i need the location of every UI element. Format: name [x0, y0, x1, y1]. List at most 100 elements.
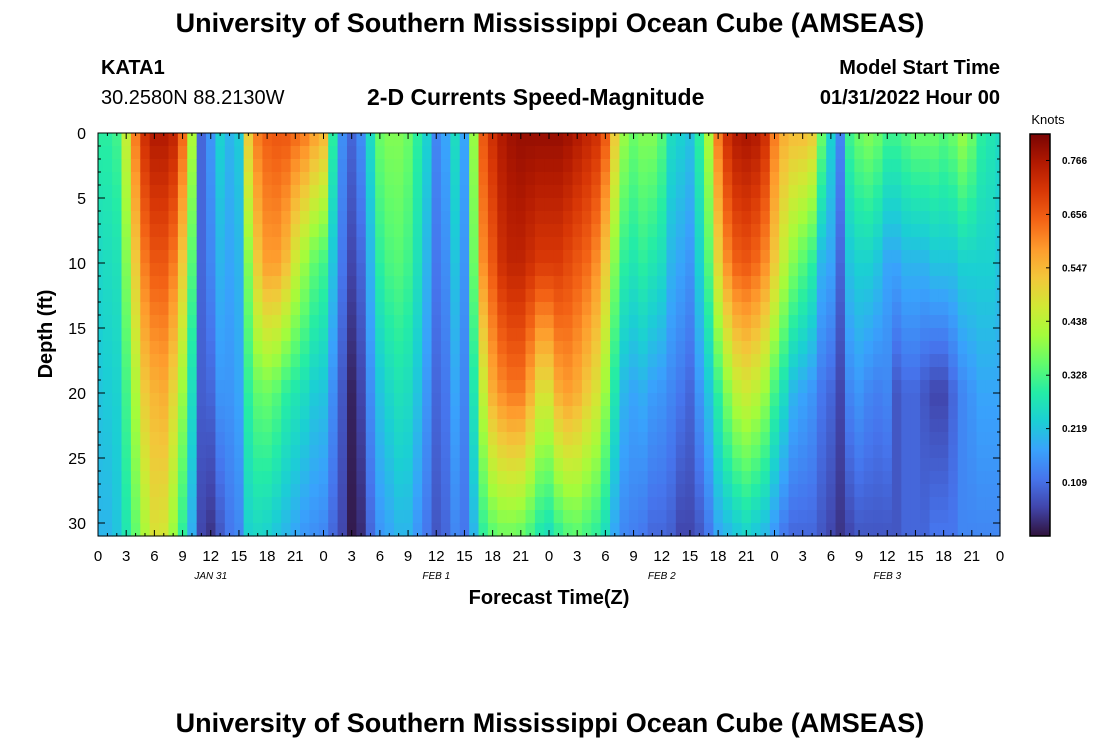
heatmap-cell: [553, 237, 564, 251]
heatmap-cell: [544, 250, 555, 264]
heatmap-cell: [98, 380, 104, 394]
heatmap-cell: [581, 380, 592, 394]
heatmap-cell: [675, 211, 686, 225]
x-tick-label: 9: [178, 548, 186, 565]
heatmap-cell: [516, 276, 527, 290]
heatmap-cell: [769, 185, 780, 199]
heatmap-cell: [544, 276, 555, 290]
heatmap-cell: [121, 211, 132, 225]
heatmap-cell: [751, 445, 762, 459]
heatmap-cell: [929, 172, 940, 186]
heatmap-cell: [431, 237, 442, 251]
heatmap-cell: [610, 419, 621, 433]
heatmap-cell: [516, 471, 527, 485]
heatmap-cell: [290, 471, 301, 485]
heatmap-cell: [628, 432, 639, 446]
heatmap-cell: [901, 458, 912, 472]
heatmap-cell: [300, 224, 311, 238]
heatmap-cell: [168, 159, 179, 173]
heatmap-cell: [121, 315, 132, 329]
heatmap-cell: [985, 172, 996, 186]
heatmap-cell: [854, 510, 865, 524]
heatmap-cell: [149, 172, 160, 186]
heatmap-cell: [563, 237, 574, 251]
colorbar-tick-label: 0.328: [1062, 371, 1087, 382]
heatmap-cell: [985, 419, 996, 433]
heatmap-cell: [149, 211, 160, 225]
heatmap-cell: [788, 445, 799, 459]
heatmap-cell: [459, 393, 470, 407]
heatmap-cell: [318, 393, 329, 407]
heatmap-cell: [572, 341, 583, 355]
heatmap-cell: [628, 185, 639, 199]
x-tick-label: 15: [682, 548, 699, 565]
heatmap-cell: [130, 172, 141, 186]
heatmap-cell: [375, 172, 386, 186]
heatmap-cell: [920, 133, 931, 147]
heatmap-cell: [591, 146, 602, 160]
heatmap-cell: [863, 458, 874, 472]
heatmap-cell: [788, 341, 799, 355]
heatmap-cell: [440, 393, 451, 407]
heatmap-cell: [581, 393, 592, 407]
heatmap-cell: [826, 419, 837, 433]
heatmap-cell: [102, 471, 113, 485]
heatmap-cell: [694, 393, 705, 407]
heatmap-cell: [685, 497, 696, 511]
heatmap-cell: [948, 263, 959, 277]
heatmap-cell: [600, 328, 611, 342]
heatmap-cell: [459, 354, 470, 368]
heatmap-cell: [844, 458, 855, 472]
heatmap-cell: [469, 445, 480, 459]
heatmap-cell: [826, 263, 837, 277]
heatmap-cell: [863, 510, 874, 524]
heatmap-cell: [271, 445, 282, 459]
heatmap-cell: [948, 237, 959, 251]
heatmap-cell: [995, 432, 1001, 446]
heatmap-cell: [967, 354, 978, 368]
heatmap-cell: [873, 497, 884, 511]
heatmap-cell: [591, 185, 602, 199]
heatmap-cell: [816, 172, 827, 186]
heatmap-cell: [713, 445, 724, 459]
heatmap-cell: [98, 510, 104, 524]
heatmap-cell: [215, 328, 226, 342]
heatmap-cell: [581, 484, 592, 498]
heatmap-cell: [751, 263, 762, 277]
page-title: University of Southern Mississippi Ocean…: [175, 8, 925, 38]
heatmap-cell: [328, 198, 339, 212]
heatmap-cell: [365, 510, 376, 524]
heatmap-cell: [440, 185, 451, 199]
heatmap-cell: [816, 458, 827, 472]
heatmap-cell: [290, 380, 301, 394]
x-axis-ticks: [97, 133, 1001, 536]
heatmap-cell: [891, 406, 902, 420]
heatmap-cell: [168, 250, 179, 264]
heatmap-cell: [450, 328, 461, 342]
heatmap-cell: [610, 289, 621, 303]
heatmap-cell: [262, 406, 273, 420]
heatmap-cell: [281, 159, 292, 173]
heatmap-cell: [215, 445, 226, 459]
heatmap-cell: [290, 198, 301, 212]
heatmap-cell: [628, 367, 639, 381]
colorbar-tick-label: 0.656: [1062, 210, 1087, 221]
heatmap-cell: [346, 237, 357, 251]
heatmap-cell: [459, 341, 470, 355]
heatmap-cell: [600, 185, 611, 199]
heatmap-cell: [910, 354, 921, 368]
heatmap-cell: [328, 185, 339, 199]
heatmap-cell: [525, 159, 536, 173]
heatmap-cell: [910, 224, 921, 238]
heatmap-cell: [600, 393, 611, 407]
heatmap-cell: [450, 302, 461, 316]
heatmap-cell: [863, 146, 874, 160]
heatmap-cell: [769, 302, 780, 316]
heatmap-cell: [516, 211, 527, 225]
heatmap-cell: [469, 289, 480, 303]
heatmap-cell: [168, 211, 179, 225]
heatmap-cell: [675, 263, 686, 277]
heatmap-cell: [544, 211, 555, 225]
heatmap-cell: [835, 471, 846, 485]
heatmap-cell: [525, 367, 536, 381]
